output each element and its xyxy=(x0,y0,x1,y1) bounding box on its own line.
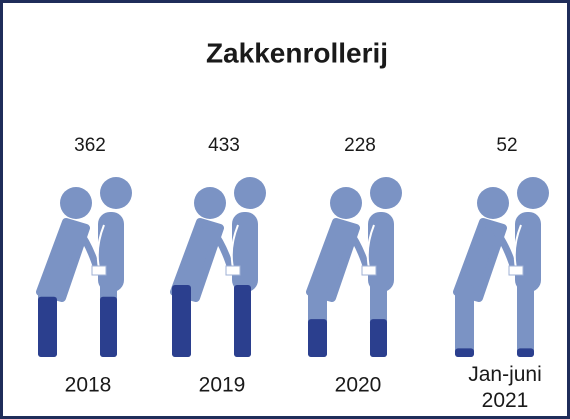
pictogram xyxy=(306,177,402,357)
chart-title: Zakkenrollerij xyxy=(206,37,388,68)
category-label: 2020 xyxy=(335,374,382,397)
fill-level xyxy=(38,296,57,357)
thief-body xyxy=(453,218,507,302)
thief-head xyxy=(194,187,226,219)
wallet xyxy=(361,265,377,276)
value-label: 433 xyxy=(208,135,240,156)
value-label: 228 xyxy=(344,135,376,156)
fill-level xyxy=(370,319,387,357)
value-label: 362 xyxy=(74,135,106,156)
fill-level xyxy=(517,348,534,357)
pictogram xyxy=(170,177,266,357)
pictogram xyxy=(453,177,549,357)
victim-head xyxy=(100,177,132,209)
victim-head xyxy=(234,177,266,209)
thief-body xyxy=(36,218,90,302)
category-label: Jan-juni 2021 xyxy=(468,363,542,412)
thief-body xyxy=(170,218,224,302)
wallet xyxy=(508,265,524,276)
victim-leg xyxy=(517,280,534,357)
thief-head xyxy=(60,187,92,219)
category-label-line: Jan-juni xyxy=(468,363,542,386)
thief-leg xyxy=(455,285,474,357)
value-label: 52 xyxy=(496,135,517,156)
victim-head xyxy=(517,177,549,209)
thief-head xyxy=(477,187,509,219)
wallet xyxy=(225,265,241,276)
thief-body xyxy=(306,218,360,302)
fill-level xyxy=(172,285,191,357)
victim-head xyxy=(370,177,402,209)
fill-level xyxy=(308,319,327,357)
fill-level xyxy=(455,348,474,357)
wallet xyxy=(91,265,107,276)
pictogram xyxy=(36,177,132,357)
category-label: 2019 xyxy=(199,374,246,397)
fill-level xyxy=(100,296,117,357)
thief-head xyxy=(330,187,362,219)
category-label: 2018 xyxy=(65,374,112,397)
category-label-line: 2021 xyxy=(482,389,529,412)
fill-level xyxy=(234,285,251,357)
